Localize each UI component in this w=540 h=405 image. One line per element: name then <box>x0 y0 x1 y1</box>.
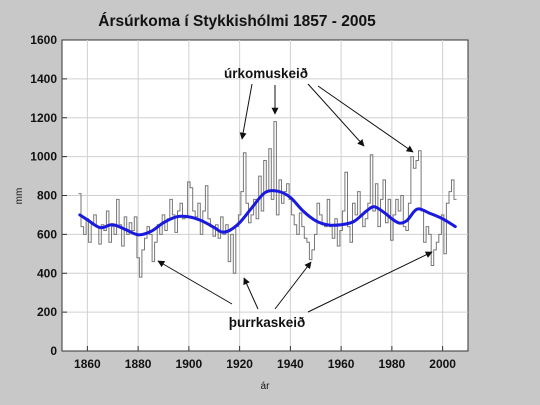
y-tick-label: 1000 <box>30 150 57 164</box>
wet-period-arrows <box>239 83 414 153</box>
x-tick-label: 1980 <box>379 357 406 371</box>
y-tick-label: 800 <box>37 189 57 203</box>
y-tick-label: 1200 <box>30 111 57 125</box>
x-tick-label: 1860 <box>74 357 101 371</box>
dry-period-arrows <box>157 251 433 313</box>
x-tick-label: 1880 <box>125 357 152 371</box>
y-tick-label: 200 <box>37 305 57 319</box>
wet-arrow-1970 <box>307 83 365 147</box>
chart-title: Ársúrkoma í Stykkishólmi 1857 - 2005 <box>98 13 376 30</box>
x-tick-label: 1920 <box>226 357 253 371</box>
y-tick-label: 0 <box>50 344 57 358</box>
y-tick-label: 1400 <box>30 72 57 86</box>
gridlines <box>62 40 468 351</box>
y-tick-label: 600 <box>37 227 57 241</box>
smoothed-trend-line <box>78 189 457 237</box>
x-tick-label: 2000 <box>429 357 456 371</box>
dry-arrow-1950 <box>274 261 312 310</box>
dry-arrow-1915 <box>243 277 259 310</box>
y-tick-label: 400 <box>37 266 57 280</box>
y-tick-label: 1600 <box>30 33 57 47</box>
x-tick-label: 1940 <box>277 357 304 371</box>
dry-arrow-1880s <box>157 260 233 305</box>
dry-period-label: þurrkaskeið <box>229 315 306 330</box>
x-tick-label: 1900 <box>176 357 203 371</box>
wet-period-label: úrkomuskeið <box>224 66 308 81</box>
y-axis-label: mm <box>14 188 25 205</box>
x-tick-label: 1960 <box>328 357 355 371</box>
axis-ticks: 0 200 400 600 800 1000 1200 1400 1600 1860 1880 190… <box>30 33 456 371</box>
wet-arrow-1920 <box>239 83 253 140</box>
x-axis-label: ár <box>261 381 271 392</box>
wet-arrow-1990 <box>317 85 414 153</box>
dry-arrow-2000 <box>307 251 433 313</box>
